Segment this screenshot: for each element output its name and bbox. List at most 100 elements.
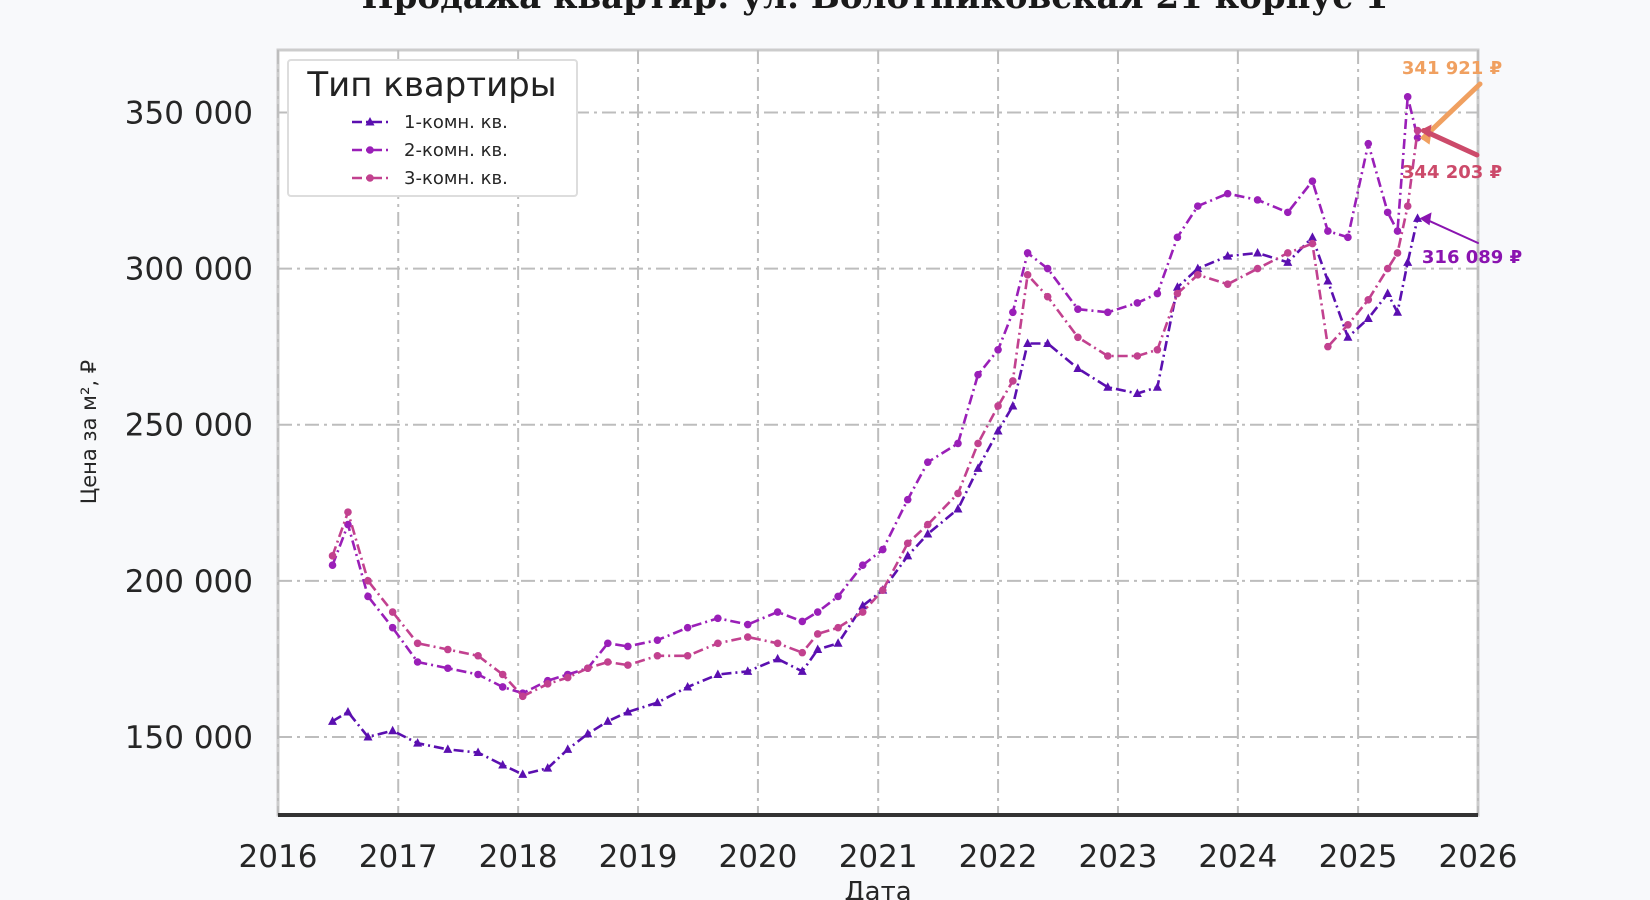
data-point	[1253, 196, 1262, 204]
annotation-label: 316 089 ₽	[1422, 247, 1522, 268]
data-point	[1043, 292, 1052, 301]
legend-entry: 2-комн. кв.	[352, 140, 508, 161]
x-tick-label: 2020	[718, 839, 797, 875]
data-point	[1363, 313, 1373, 323]
data-point	[858, 600, 868, 610]
annotation: 341 921 ₽	[1402, 58, 1502, 145]
data-point	[1393, 307, 1403, 316]
x-tick-label: 2019	[599, 839, 678, 875]
data-point	[364, 592, 372, 601]
data-point	[1364, 295, 1373, 304]
data-point	[1173, 233, 1182, 242]
y-axis-label: Цена за м², ₽	[77, 360, 101, 504]
data-point	[683, 651, 692, 660]
data-point	[328, 561, 337, 570]
data-point	[474, 670, 482, 679]
data-point	[473, 747, 483, 757]
annotation-arrowhead	[1419, 124, 1432, 138]
data-point	[444, 645, 452, 654]
data-point	[343, 706, 353, 716]
annotation: 344 203 ₽	[1402, 124, 1502, 183]
data-point	[1413, 213, 1423, 222]
annotations: 341 921 ₽ 344 203 ₽ 316 089 ₽	[1402, 58, 1522, 268]
data-point	[413, 738, 423, 747]
data-point	[604, 639, 612, 648]
legend-title: Тип квартиры	[306, 65, 556, 105]
data-point	[1172, 282, 1182, 291]
y-tick-label: 300 000	[125, 252, 253, 288]
data-point	[563, 673, 572, 682]
data-point	[993, 425, 1003, 435]
data-point	[714, 639, 722, 648]
annotation: 316 089 ₽	[1419, 212, 1522, 268]
data-point	[1152, 382, 1162, 391]
data-point	[1073, 363, 1083, 372]
data-point	[1308, 239, 1317, 248]
data-point	[328, 716, 338, 725]
y-tick-label: 150 000	[125, 720, 253, 756]
annotation-arrowhead	[1419, 212, 1432, 226]
data-point	[1103, 352, 1112, 360]
series-1	[328, 213, 1423, 778]
data-point	[563, 744, 573, 753]
data-point	[652, 697, 662, 707]
data-point	[954, 439, 962, 448]
data-point	[1009, 377, 1017, 385]
data-point	[1223, 280, 1232, 288]
data-point	[713, 669, 723, 678]
annotation-label: 344 203 ₽	[1402, 162, 1502, 183]
data-point	[474, 651, 482, 660]
data-point	[1344, 233, 1352, 242]
data-point	[1009, 308, 1017, 317]
data-point	[1403, 257, 1413, 266]
data-point	[903, 539, 912, 548]
data-point	[1153, 345, 1162, 354]
legend-items: 1-комн. кв. 2-комн. кв. 3-комн. кв.	[352, 112, 508, 189]
legend-entry: 1-комн. кв.	[352, 112, 508, 133]
data-point	[1193, 271, 1202, 279]
data-point	[1323, 276, 1333, 285]
data-point	[743, 666, 753, 675]
data-point	[1343, 332, 1353, 341]
data-point	[624, 642, 632, 651]
legend-box	[287, 59, 578, 197]
data-point	[543, 680, 552, 688]
data-point	[878, 545, 887, 554]
data-point	[1393, 227, 1402, 235]
data-point	[1074, 305, 1082, 313]
data-point	[413, 639, 422, 648]
data-point	[1023, 338, 1033, 348]
legend: Тип квартиры 1-комн. кв. 2-комн. кв. 3-ком…	[287, 59, 578, 197]
data-point	[858, 561, 867, 570]
data-point	[363, 731, 373, 741]
data-point	[1403, 93, 1412, 101]
data-point	[923, 458, 932, 466]
y-tick-label: 250 000	[125, 408, 253, 444]
data-point	[1324, 227, 1332, 235]
data-point	[813, 630, 822, 638]
data-point	[743, 620, 752, 629]
data-point	[798, 617, 807, 626]
data-point	[388, 608, 397, 616]
chart-title: Продажа квартир: ул. Болотниковская 21 к…	[362, 0, 1389, 17]
data-point	[1103, 308, 1112, 317]
data-point	[813, 644, 823, 654]
x-tick-label: 2016	[239, 839, 318, 875]
data-point	[388, 725, 398, 735]
legend-marker	[366, 146, 374, 154]
data-point	[1153, 289, 1162, 298]
data-point	[1074, 333, 1082, 342]
series-3	[328, 126, 1422, 701]
data-point	[813, 608, 822, 616]
data-point	[797, 666, 807, 675]
data-point	[683, 623, 692, 632]
data-point	[834, 623, 842, 632]
data-point	[1132, 388, 1142, 397]
data-point	[1103, 382, 1113, 391]
data-point	[743, 633, 752, 641]
x-tick-label: 2021	[839, 839, 918, 875]
data-point	[1223, 189, 1232, 198]
data-point	[518, 692, 527, 701]
data-point	[388, 623, 397, 632]
data-point	[878, 586, 887, 594]
